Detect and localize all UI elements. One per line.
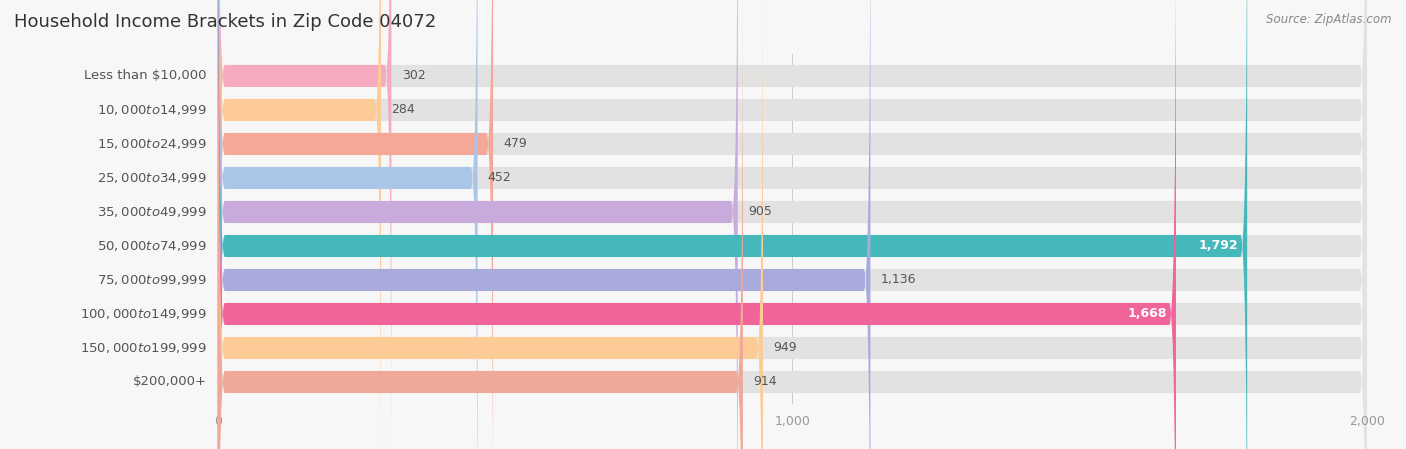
FancyBboxPatch shape	[218, 0, 1367, 449]
Text: $150,000 to $199,999: $150,000 to $199,999	[80, 341, 207, 355]
Text: 914: 914	[754, 375, 778, 388]
Text: 302: 302	[402, 70, 426, 83]
Text: Less than $10,000: Less than $10,000	[84, 70, 207, 83]
Text: 284: 284	[391, 103, 415, 116]
FancyBboxPatch shape	[218, 0, 1247, 449]
Text: $35,000 to $49,999: $35,000 to $49,999	[97, 205, 207, 219]
Text: $10,000 to $14,999: $10,000 to $14,999	[97, 103, 207, 117]
Text: $25,000 to $34,999: $25,000 to $34,999	[97, 171, 207, 185]
Text: 452: 452	[488, 172, 512, 185]
Text: Household Income Brackets in Zip Code 04072: Household Income Brackets in Zip Code 04…	[14, 13, 436, 31]
Text: $75,000 to $99,999: $75,000 to $99,999	[97, 273, 207, 287]
FancyBboxPatch shape	[218, 0, 1367, 449]
FancyBboxPatch shape	[218, 0, 1367, 449]
FancyBboxPatch shape	[218, 0, 1367, 449]
Text: $100,000 to $149,999: $100,000 to $149,999	[80, 307, 207, 321]
Text: Source: ZipAtlas.com: Source: ZipAtlas.com	[1267, 13, 1392, 26]
Text: $50,000 to $74,999: $50,000 to $74,999	[97, 239, 207, 253]
FancyBboxPatch shape	[218, 0, 1367, 449]
FancyBboxPatch shape	[218, 0, 870, 449]
Text: $200,000+: $200,000+	[132, 375, 207, 388]
FancyBboxPatch shape	[218, 0, 1367, 449]
Text: 905: 905	[748, 206, 772, 219]
FancyBboxPatch shape	[218, 0, 1367, 449]
FancyBboxPatch shape	[218, 0, 763, 449]
FancyBboxPatch shape	[218, 0, 381, 449]
FancyBboxPatch shape	[218, 0, 738, 449]
FancyBboxPatch shape	[218, 0, 1175, 449]
FancyBboxPatch shape	[218, 0, 391, 449]
FancyBboxPatch shape	[218, 0, 1367, 449]
Text: 949: 949	[773, 342, 797, 355]
FancyBboxPatch shape	[218, 0, 1367, 449]
Text: 1,668: 1,668	[1128, 308, 1167, 321]
Text: 1,136: 1,136	[880, 273, 917, 286]
FancyBboxPatch shape	[218, 0, 478, 449]
FancyBboxPatch shape	[218, 0, 1367, 449]
Text: 479: 479	[503, 137, 527, 150]
Text: $15,000 to $24,999: $15,000 to $24,999	[97, 137, 207, 151]
FancyBboxPatch shape	[218, 0, 494, 449]
FancyBboxPatch shape	[218, 0, 742, 449]
Text: 1,792: 1,792	[1199, 239, 1239, 252]
